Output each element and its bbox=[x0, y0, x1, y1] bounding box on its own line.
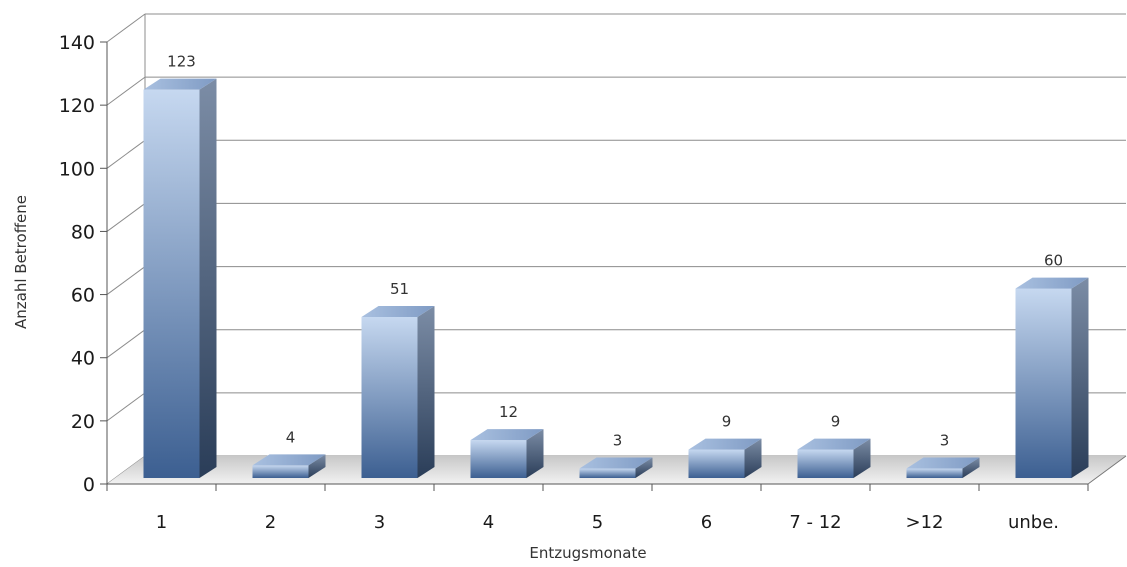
x-tick-label: 5 bbox=[592, 512, 603, 533]
bar bbox=[797, 438, 871, 478]
y-tick-label: 120 bbox=[59, 95, 95, 117]
bar-side bbox=[635, 457, 653, 478]
side-gridline bbox=[106, 203, 146, 232]
data-label: 123 bbox=[167, 53, 196, 71]
y-tick-label: 40 bbox=[71, 348, 95, 370]
data-label: 3 bbox=[613, 432, 623, 450]
bar-front bbox=[252, 465, 309, 478]
side-gridline bbox=[106, 266, 146, 295]
side-gridline bbox=[106, 76, 146, 106]
bar-side bbox=[526, 429, 544, 478]
bar bbox=[906, 457, 980, 478]
bar-top bbox=[797, 438, 871, 450]
data-label: 60 bbox=[1044, 252, 1063, 270]
bar-top bbox=[688, 438, 762, 450]
data-label: 9 bbox=[722, 413, 732, 431]
bars bbox=[143, 78, 1089, 479]
x-tick-label: 3 bbox=[374, 512, 385, 533]
data-label: 3 bbox=[940, 432, 950, 450]
bar-top bbox=[1015, 277, 1089, 289]
bar-top bbox=[906, 457, 980, 469]
data-label: 51 bbox=[390, 280, 409, 298]
side-gridline bbox=[106, 329, 146, 359]
bar-top bbox=[143, 78, 217, 90]
y-tick-label: 80 bbox=[71, 221, 95, 243]
x-tick-label: 6 bbox=[701, 512, 712, 533]
bar bbox=[579, 457, 653, 478]
x-tick-label: 7 - 12 bbox=[789, 512, 841, 533]
bar bbox=[361, 305, 435, 478]
side-gridline bbox=[106, 13, 146, 43]
labels: 0 20 40 60 80 100 120 140 123 1 4 2 51 3 12 4 3 5 9 6 9 7 - 1… bbox=[59, 32, 1063, 533]
side-gridline bbox=[106, 139, 146, 169]
bar-side bbox=[853, 438, 871, 478]
bar-side bbox=[1071, 277, 1089, 478]
y-tick-label: 20 bbox=[71, 411, 95, 433]
bar-front bbox=[797, 449, 854, 478]
bar-top bbox=[579, 457, 653, 469]
bar-side bbox=[962, 457, 980, 478]
bar-side bbox=[199, 78, 217, 479]
bar-front bbox=[579, 468, 636, 478]
y-tick-label: 0 bbox=[83, 474, 95, 496]
y-tick-label: 60 bbox=[71, 285, 95, 307]
bar-front bbox=[906, 468, 963, 478]
y-tick-label: 100 bbox=[59, 158, 95, 180]
bar-front bbox=[1015, 288, 1072, 478]
y-tick-label: 140 bbox=[59, 32, 95, 54]
gridlines bbox=[106, 13, 1126, 485]
bar bbox=[1015, 277, 1089, 478]
x-tick-label: unbe. bbox=[1008, 512, 1059, 533]
bar-top bbox=[361, 305, 435, 317]
data-label: 4 bbox=[286, 428, 296, 446]
bar-top bbox=[252, 454, 326, 466]
y-axis-title: Anzahl Betroffene bbox=[12, 195, 30, 329]
x-tick-label: 4 bbox=[483, 512, 494, 533]
x-tick-label: 1 bbox=[156, 512, 167, 533]
bar-side bbox=[744, 438, 762, 478]
bar-front bbox=[143, 89, 200, 479]
bar bbox=[143, 78, 217, 479]
bar-front bbox=[361, 316, 418, 478]
side-gridline bbox=[106, 392, 146, 422]
bar-top bbox=[470, 429, 544, 441]
data-label: 12 bbox=[499, 403, 518, 421]
bar-front bbox=[470, 440, 527, 478]
bar bbox=[688, 438, 762, 478]
bar bbox=[470, 429, 544, 478]
data-label: 9 bbox=[831, 413, 841, 431]
x-tick-label: 2 bbox=[265, 512, 276, 533]
bar-side bbox=[308, 454, 326, 478]
x-tick-label: >12 bbox=[906, 512, 944, 533]
floor-edge bbox=[1087, 455, 1127, 485]
axes bbox=[100, 14, 1127, 491]
x-axis-title: Entzugsmonate bbox=[529, 544, 646, 562]
bar-front bbox=[688, 449, 745, 478]
bar-side bbox=[417, 305, 435, 478]
bar bbox=[252, 454, 326, 478]
